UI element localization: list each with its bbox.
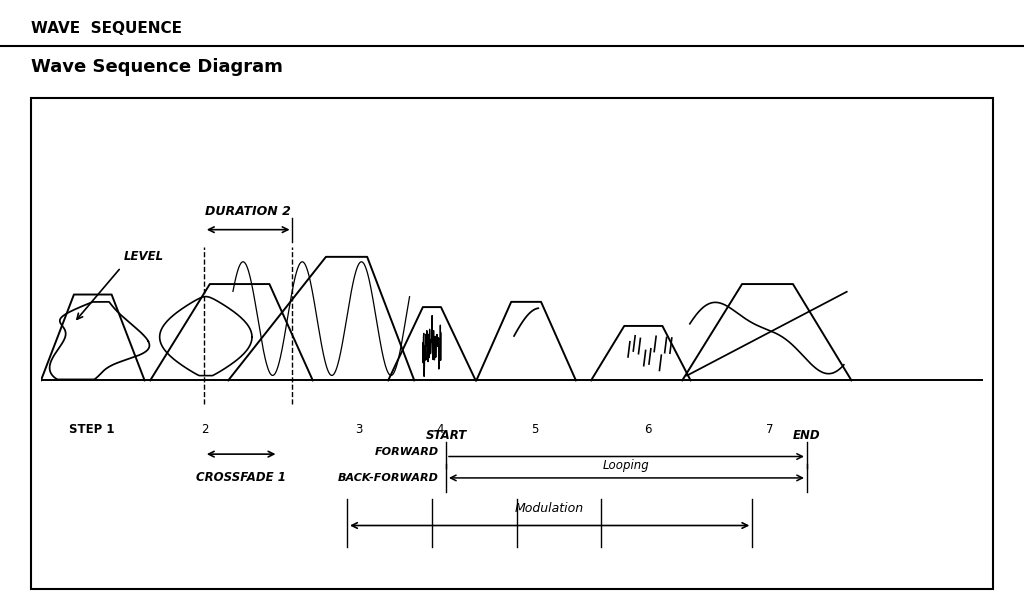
Text: 7: 7 — [766, 423, 774, 436]
FancyBboxPatch shape — [31, 98, 993, 589]
Text: START: START — [425, 429, 467, 442]
Text: 5: 5 — [530, 423, 539, 436]
Text: END: END — [793, 429, 820, 442]
Text: LEVEL: LEVEL — [124, 250, 164, 263]
Text: 6: 6 — [644, 423, 651, 436]
Text: DURATION 2: DURATION 2 — [205, 205, 291, 218]
Text: Modulation: Modulation — [515, 502, 585, 515]
Text: Wave Sequence Diagram: Wave Sequence Diagram — [31, 58, 283, 76]
Text: WAVE  SEQUENCE: WAVE SEQUENCE — [31, 21, 181, 36]
Text: Looping: Looping — [603, 459, 650, 472]
Text: CROSSFADE 1: CROSSFADE 1 — [197, 471, 286, 484]
Text: BACK-FORWARD: BACK-FORWARD — [338, 473, 438, 483]
Text: 4: 4 — [436, 423, 444, 436]
Text: FORWARD: FORWARD — [375, 447, 438, 457]
Text: 2: 2 — [201, 423, 209, 436]
Text: STEP 1: STEP 1 — [70, 423, 115, 436]
Text: 3: 3 — [354, 423, 362, 436]
